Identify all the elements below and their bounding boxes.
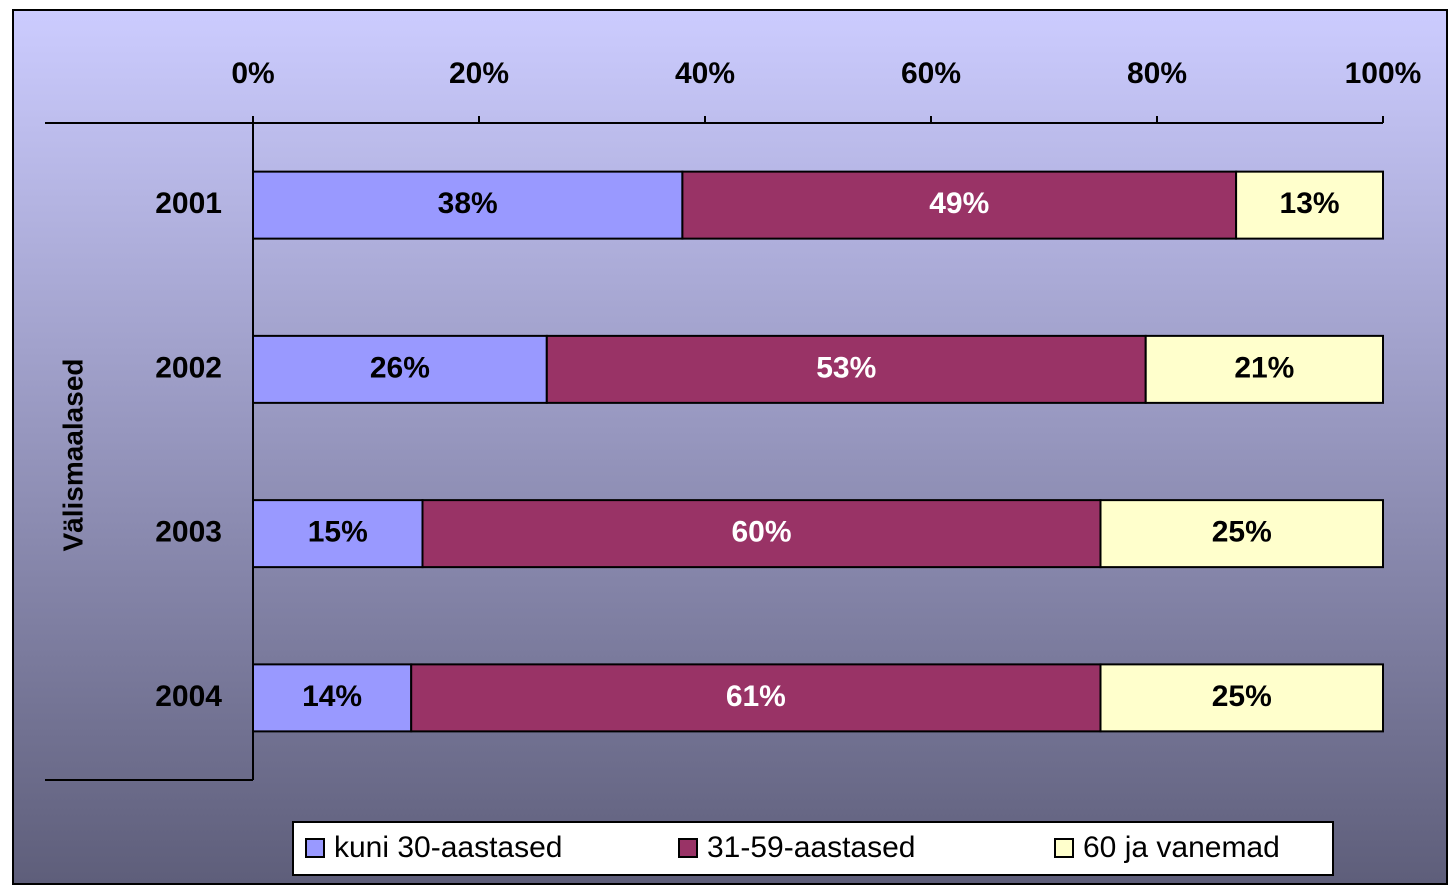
bar-segment	[421, 499, 1102, 569]
bar-segment	[252, 170, 684, 240]
legend-swatch	[1054, 838, 1074, 858]
bar-segment	[1144, 334, 1384, 404]
bar-segment	[252, 334, 548, 404]
data-label: 21%	[1234, 351, 1294, 384]
legend-label: kuni 30-aastased	[334, 831, 563, 864]
bar-segment	[252, 663, 413, 733]
x-tick-label: 0%	[231, 57, 274, 90]
data-label: 38%	[438, 187, 498, 220]
data-label: 61%	[726, 680, 786, 713]
chart-frame	[12, 9, 1448, 885]
x-tick-label: 100%	[1345, 57, 1422, 90]
legend-swatch	[305, 838, 325, 858]
bar-segment	[1099, 499, 1384, 569]
data-label: 26%	[370, 351, 430, 384]
data-label: 53%	[816, 351, 876, 384]
y-tick-label: 2001	[155, 187, 222, 220]
y-tick-label: 2002	[155, 351, 222, 384]
legend-swatch	[678, 838, 698, 858]
y-tick-label: 2004	[155, 680, 222, 713]
bar-segment	[252, 499, 424, 569]
x-tick-label: 20%	[449, 57, 509, 90]
bar-segment	[681, 170, 1238, 240]
data-label: 13%	[1280, 187, 1340, 220]
data-label: 25%	[1212, 680, 1272, 713]
data-label: 25%	[1212, 516, 1272, 549]
data-label: 49%	[929, 187, 989, 220]
legend-label: 31-59-aastased	[707, 831, 915, 864]
group-label: Välismaalased	[57, 358, 88, 551]
data-label: 14%	[302, 680, 362, 713]
legend-label: 60 ja vanemad	[1083, 831, 1280, 864]
bar-segment	[410, 663, 1102, 733]
x-tick-label: 40%	[675, 57, 735, 90]
bar-segment	[1099, 663, 1384, 733]
data-label: 15%	[308, 516, 368, 549]
data-label: 60%	[731, 516, 791, 549]
x-tick-label: 60%	[901, 57, 961, 90]
bar-segment	[545, 334, 1147, 404]
bar-segment	[1235, 170, 1384, 240]
legend	[292, 821, 1334, 876]
x-tick-label: 80%	[1127, 57, 1187, 90]
y-tick-label: 2003	[155, 516, 222, 549]
